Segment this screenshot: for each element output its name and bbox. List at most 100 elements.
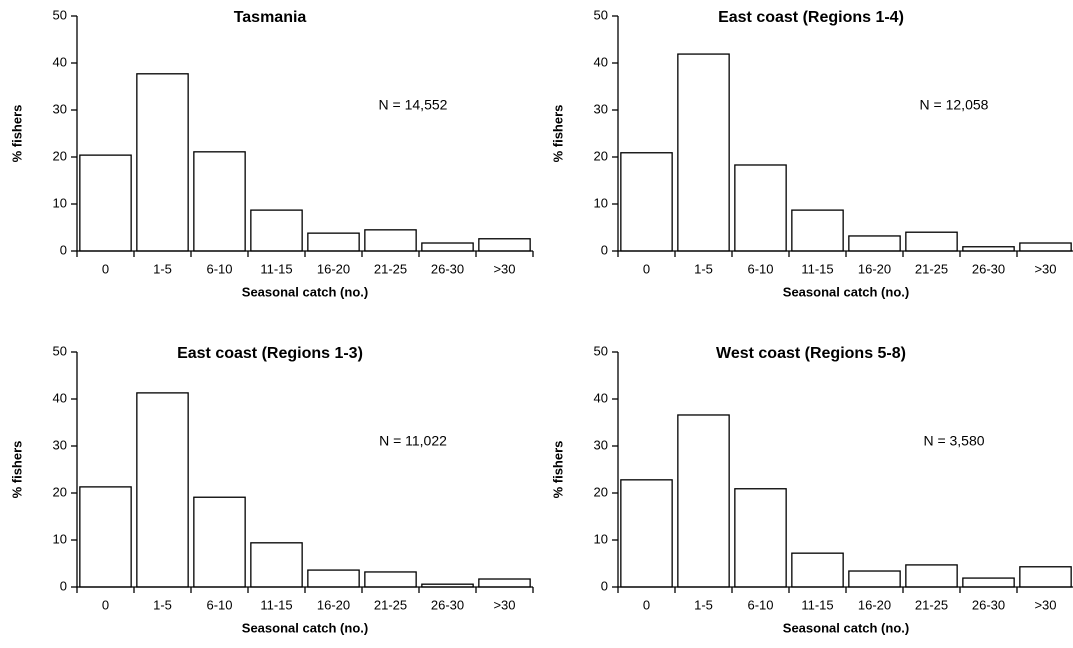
bar (1019, 566, 1072, 588)
y-tick-label: 10 (53, 195, 67, 210)
x-tick-label: 1-5 (153, 261, 172, 276)
x-tick-label: 0 (643, 597, 650, 612)
y-axis-label: % fishers (9, 441, 24, 499)
y-axis-label: % fishers (550, 105, 565, 163)
annotation: N = 12,058 (920, 97, 989, 113)
bar (620, 152, 673, 252)
bar (734, 488, 787, 588)
x-axis-label: Seasonal catch (no.) (783, 620, 909, 635)
panel: East coast (Regions 1-4) N = 12,058 Season… (550, 7, 1073, 299)
y-tick-label: 0 (601, 242, 608, 257)
x-tick-label: 16-20 (317, 597, 350, 612)
x-tick-label: 16-20 (317, 261, 350, 276)
x-tick-label: 6-10 (747, 597, 773, 612)
bar (250, 542, 303, 588)
x-tick-label: 11-15 (260, 597, 292, 612)
bar (364, 571, 417, 588)
bar (136, 73, 189, 252)
y-tick-label: 30 (53, 437, 67, 452)
x-tick-label: >30 (493, 597, 515, 612)
x-tick-label: 11-15 (801, 597, 833, 612)
x-tick-label: >30 (493, 261, 515, 276)
x-tick-label: 16-20 (858, 597, 891, 612)
y-axis-label: % fishers (550, 441, 565, 499)
panel-title: East coast (Regions 1-4) (718, 9, 904, 26)
bar (848, 570, 901, 588)
y-tick-label: 10 (53, 531, 67, 546)
bar (620, 479, 673, 588)
y-tick-label: 20 (594, 148, 608, 163)
bar (962, 577, 1015, 588)
bar (478, 238, 531, 252)
x-tick-label: 0 (102, 597, 109, 612)
bar (307, 569, 360, 588)
x-tick-label: 0 (643, 261, 650, 276)
x-tick-label: 1-5 (694, 261, 713, 276)
y-tick-label: 40 (594, 54, 608, 69)
x-tick-label: >30 (1034, 261, 1056, 276)
x-axis-label: Seasonal catch (no.) (242, 620, 368, 635)
y-tick-label: 50 (53, 343, 67, 358)
bar (193, 496, 246, 588)
bar (791, 552, 844, 588)
y-tick-label: 40 (53, 390, 67, 405)
x-tick-label: 0 (102, 261, 109, 276)
bar (250, 209, 303, 252)
x-axis-label: Seasonal catch (no.) (242, 284, 368, 299)
x-tick-label: 26-30 (431, 261, 464, 276)
x-tick-label: 21-25 (915, 597, 948, 612)
bar (734, 164, 787, 252)
bar (1019, 242, 1072, 252)
x-tick-label: 21-25 (374, 261, 407, 276)
annotation: N = 14,552 (379, 97, 448, 113)
bar (421, 242, 474, 252)
annotation: N = 3,580 (923, 433, 984, 449)
y-tick-label: 10 (594, 531, 608, 546)
bar (677, 53, 730, 252)
bar (848, 235, 901, 252)
panel: East coast (Regions 1-3) N = 11,022 Season… (9, 343, 534, 635)
x-tick-label: 6-10 (747, 261, 773, 276)
bar (136, 392, 189, 588)
bar (905, 231, 958, 252)
panel-title: Tasmania (234, 9, 307, 26)
bar (364, 229, 417, 252)
x-tick-label: 6-10 (206, 261, 232, 276)
y-tick-label: 30 (53, 101, 67, 116)
x-tick-label: 26-30 (972, 597, 1005, 612)
y-tick-label: 30 (594, 101, 608, 116)
x-tick-label: 1-5 (153, 597, 172, 612)
y-tick-label: 30 (594, 437, 608, 452)
bar (79, 486, 132, 588)
y-tick-label: 20 (53, 148, 67, 163)
x-tick-label: 26-30 (431, 597, 464, 612)
x-axis-label: Seasonal catch (no.) (783, 284, 909, 299)
annotation: N = 11,022 (379, 433, 447, 449)
panel-title: West coast (Regions 5-8) (716, 345, 906, 362)
y-tick-label: 0 (601, 578, 608, 593)
x-tick-label: 26-30 (972, 261, 1005, 276)
y-tick-label: 20 (594, 484, 608, 499)
y-tick-label: 40 (594, 390, 608, 405)
x-tick-label: 11-15 (801, 261, 833, 276)
bar (478, 578, 531, 588)
panel-title: East coast (Regions 1-3) (177, 345, 363, 362)
x-tick-label: 6-10 (206, 597, 232, 612)
panel: Tasmania N = 14,552 Seasonal catch (no.) % … (9, 7, 534, 299)
bar (791, 209, 844, 252)
bar (307, 232, 360, 252)
y-axis-label: % fishers (9, 105, 24, 163)
y-tick-label: 50 (53, 7, 67, 22)
y-tick-label: 50 (594, 343, 608, 358)
y-tick-label: 50 (594, 7, 608, 22)
bar (677, 414, 730, 588)
bar (905, 564, 958, 588)
x-tick-label: 21-25 (374, 597, 407, 612)
y-tick-label: 10 (594, 195, 608, 210)
panel: West coast (Regions 5-8) N = 3,580 Seasona… (550, 343, 1073, 635)
y-tick-label: 0 (60, 578, 67, 593)
y-tick-label: 0 (60, 242, 67, 257)
x-tick-label: 21-25 (915, 261, 948, 276)
y-tick-label: 20 (53, 484, 67, 499)
